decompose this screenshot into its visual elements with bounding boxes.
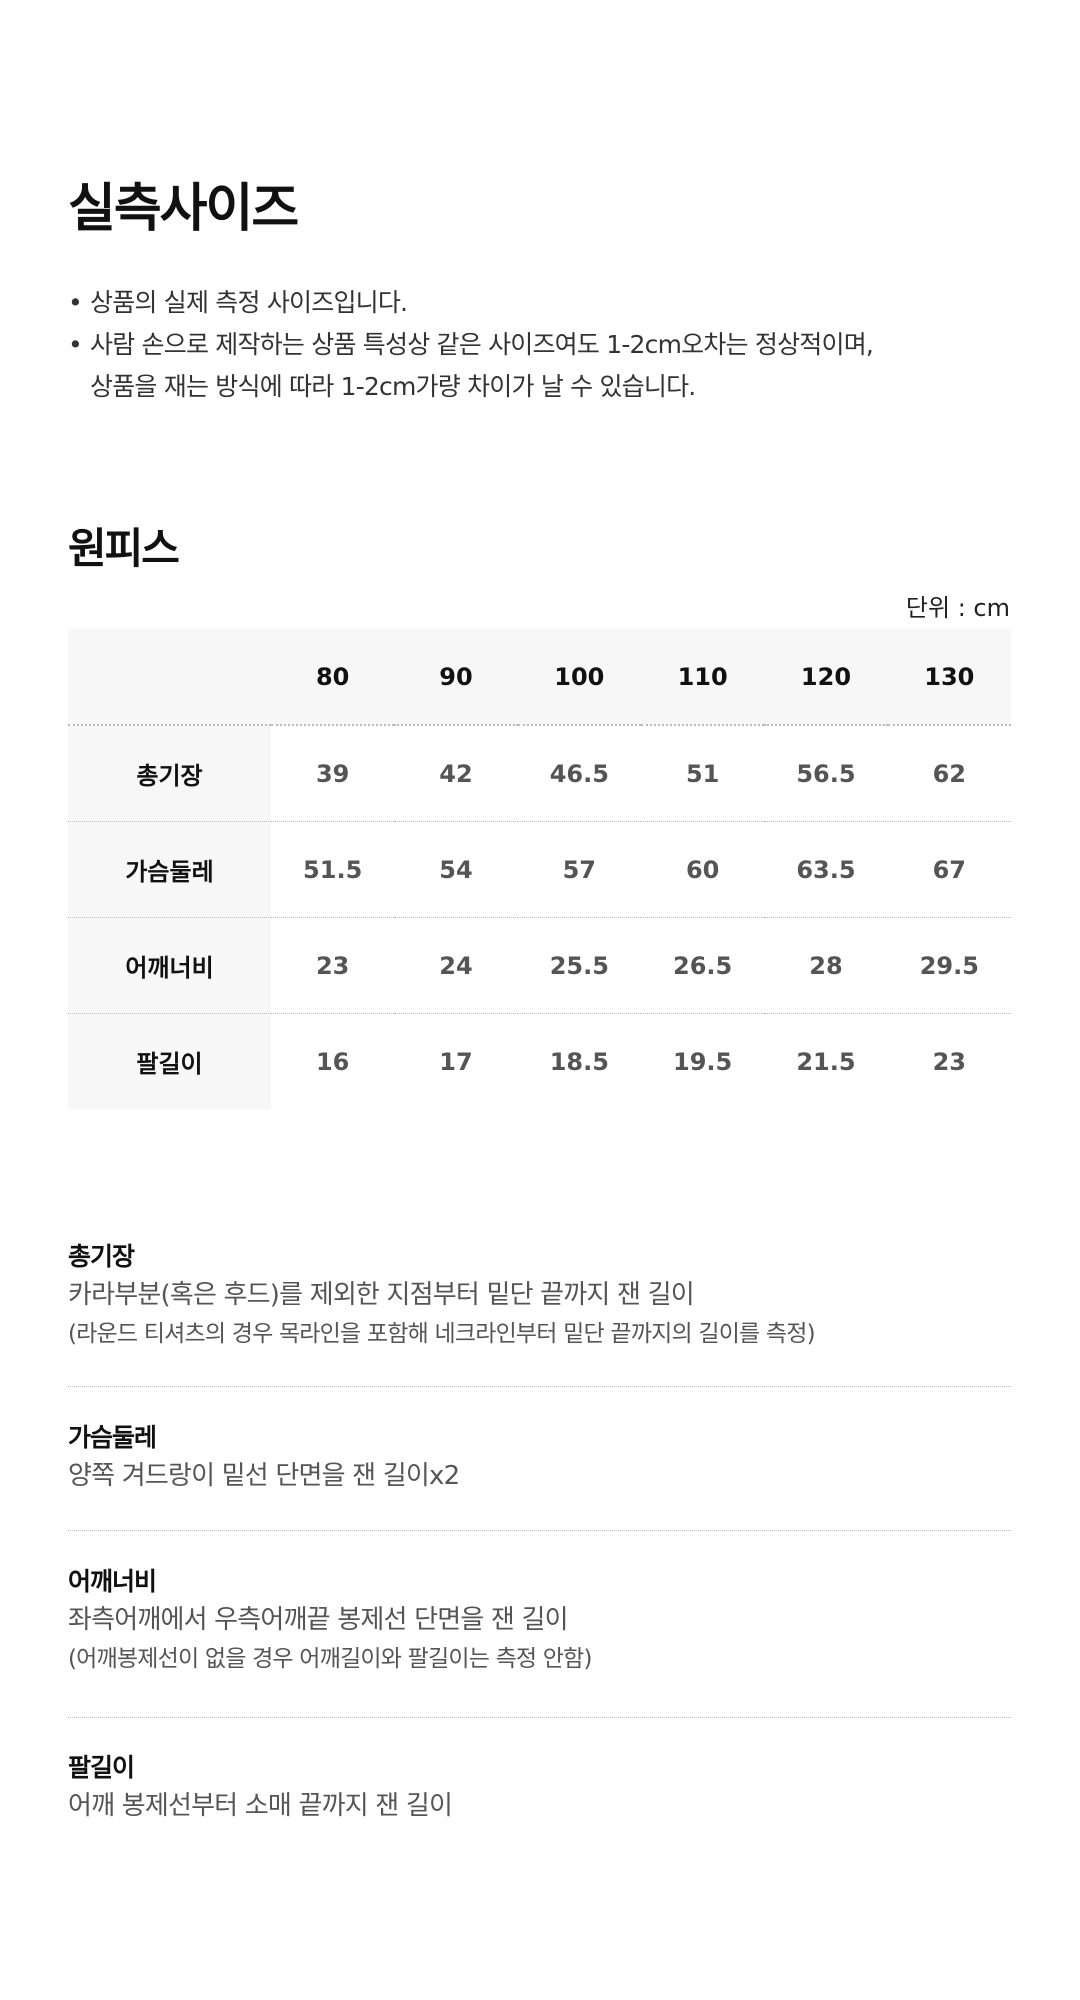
definition-item: 총기장 카라부분(혹은 후드)를 제외한 지점부터 밑단 끝까지 잰 길이 (라…	[68, 1240, 1011, 1352]
table-row: 어깨너비 23 24 25.5 26.5 28 29.5	[68, 917, 1011, 1014]
row-label: 어깨너비	[68, 917, 271, 1014]
definition-desc: 양쪽 겨드랑이 밑선 단면을 잰 길이x2	[68, 1461, 460, 1491]
value-cell: 42	[394, 724, 518, 822]
value-cell: 46.5	[517, 724, 641, 822]
value-cell: 56.5	[764, 724, 888, 822]
note-item-continuation: 상품을 재는 방식에 따라 1-2cm가량 차이가 날 수 있습니다.	[68, 366, 873, 408]
divider	[68, 1530, 1011, 1531]
definition-term: 가슴둘레	[68, 1423, 157, 1452]
definition-desc: 카라부분(혹은 후드)를 제외한 지점부터 밑단 끝까지 잰 길이	[68, 1280, 695, 1310]
table-row: 총기장 39 42 46.5 51 56.5 62	[68, 724, 1011, 822]
row-label: 총기장	[68, 724, 271, 822]
value-cell: 62	[887, 724, 1011, 822]
bullet-icon: •	[68, 330, 83, 359]
table-header-row: 80 90 100 110 120 130	[68, 629, 1011, 726]
value-cell: 51	[640, 724, 765, 822]
size-table: 80 90 100 110 120 130 총기장 39 42 46.5 51 56.5 6…	[68, 629, 1011, 1109]
note-text: 상품을 재는 방식에 따라 1-2cm가량 차이가 날 수 있습니다.	[90, 372, 696, 401]
value-cell: 57	[517, 821, 641, 918]
note-item: • 상품의 실제 측정 사이즈입니다.	[68, 282, 873, 324]
header-cell: 130	[887, 629, 1011, 726]
divider	[68, 1386, 1011, 1387]
value-cell: 60	[640, 821, 765, 918]
section-title: 원피스	[68, 524, 180, 573]
value-cell: 17	[394, 1013, 518, 1109]
value-cell: 51.5	[271, 821, 395, 918]
value-cell: 67	[887, 821, 1011, 918]
definition-desc: 좌측어깨에서 우측어깨끝 봉제선 단면을 잰 길이	[68, 1605, 569, 1635]
note-text: 상품의 실제 측정 사이즈입니다.	[90, 288, 408, 317]
definition-item: 가슴둘레 양쪽 겨드랑이 밑선 단면을 잰 길이x2	[68, 1421, 1011, 1497]
header-cell: 100	[517, 629, 641, 726]
value-cell: 29.5	[887, 917, 1011, 1014]
value-cell: 23	[887, 1013, 1011, 1109]
value-cell: 21.5	[764, 1013, 888, 1109]
row-label: 팔길이	[68, 1013, 271, 1109]
value-cell: 24	[394, 917, 518, 1014]
value-cell: 39	[271, 724, 395, 822]
value-cell: 16	[271, 1013, 395, 1109]
value-cell: 63.5	[764, 821, 888, 918]
bullet-icon: •	[68, 288, 83, 317]
page-title: 실측사이즈	[68, 179, 299, 239]
row-label: 가슴둘레	[68, 821, 271, 918]
header-cell: 110	[640, 629, 765, 726]
value-cell: 18.5	[517, 1013, 641, 1109]
definition-term: 팔길이	[68, 1753, 135, 1782]
table-row: 팔길이 16 17 18.5 19.5 21.5 23	[68, 1013, 1011, 1109]
header-cell: 80	[271, 629, 395, 726]
unit-label: 단위 : cm	[905, 594, 1010, 622]
definition-desc: 어깨 봉제선부터 소매 끝까지 잰 길이	[68, 1791, 453, 1821]
definition-term: 어깨너비	[68, 1567, 157, 1596]
header-cell: 120	[764, 629, 888, 726]
value-cell: 28	[764, 917, 888, 1014]
note-text: 사람 손으로 제작하는 상품 특성상 같은 사이즈여도 1-2cm오차는 정상적…	[90, 330, 874, 359]
table-row: 가슴둘레 51.5 54 57 60 63.5 67	[68, 821, 1011, 918]
definition-item: 팔길이 어깨 봉제선부터 소매 끝까지 잰 길이	[68, 1751, 1011, 1827]
definition-item: 어깨너비 좌측어깨에서 우측어깨끝 봉제선 단면을 잰 길이 (어깨봉제선이 없…	[68, 1565, 1011, 1677]
value-cell: 26.5	[640, 917, 765, 1014]
value-cell: 23	[271, 917, 395, 1014]
value-cell: 25.5	[517, 917, 641, 1014]
definition-term: 총기장	[68, 1242, 135, 1271]
note-item: • 사람 손으로 제작하는 상품 특성상 같은 사이즈여도 1-2cm오차는 정상…	[68, 324, 874, 366]
definition-note: (라운드 티셔츠의 경우 목라인을 포함해 네크라인부터 밑단 끝까지의 길이를…	[68, 1321, 816, 1347]
header-cell	[68, 629, 271, 726]
notes-list: • 상품의 실제 측정 사이즈입니다. • 사람 손으로 제작하는 상품 특성상 같…	[68, 282, 874, 408]
value-cell: 19.5	[640, 1013, 765, 1109]
divider	[68, 1717, 1011, 1718]
value-cell: 54	[394, 821, 518, 918]
definition-note: (어깨봉제선이 없을 경우 어깨길이와 팔길이는 측정 안함)	[68, 1646, 593, 1672]
header-cell: 90	[394, 629, 518, 726]
